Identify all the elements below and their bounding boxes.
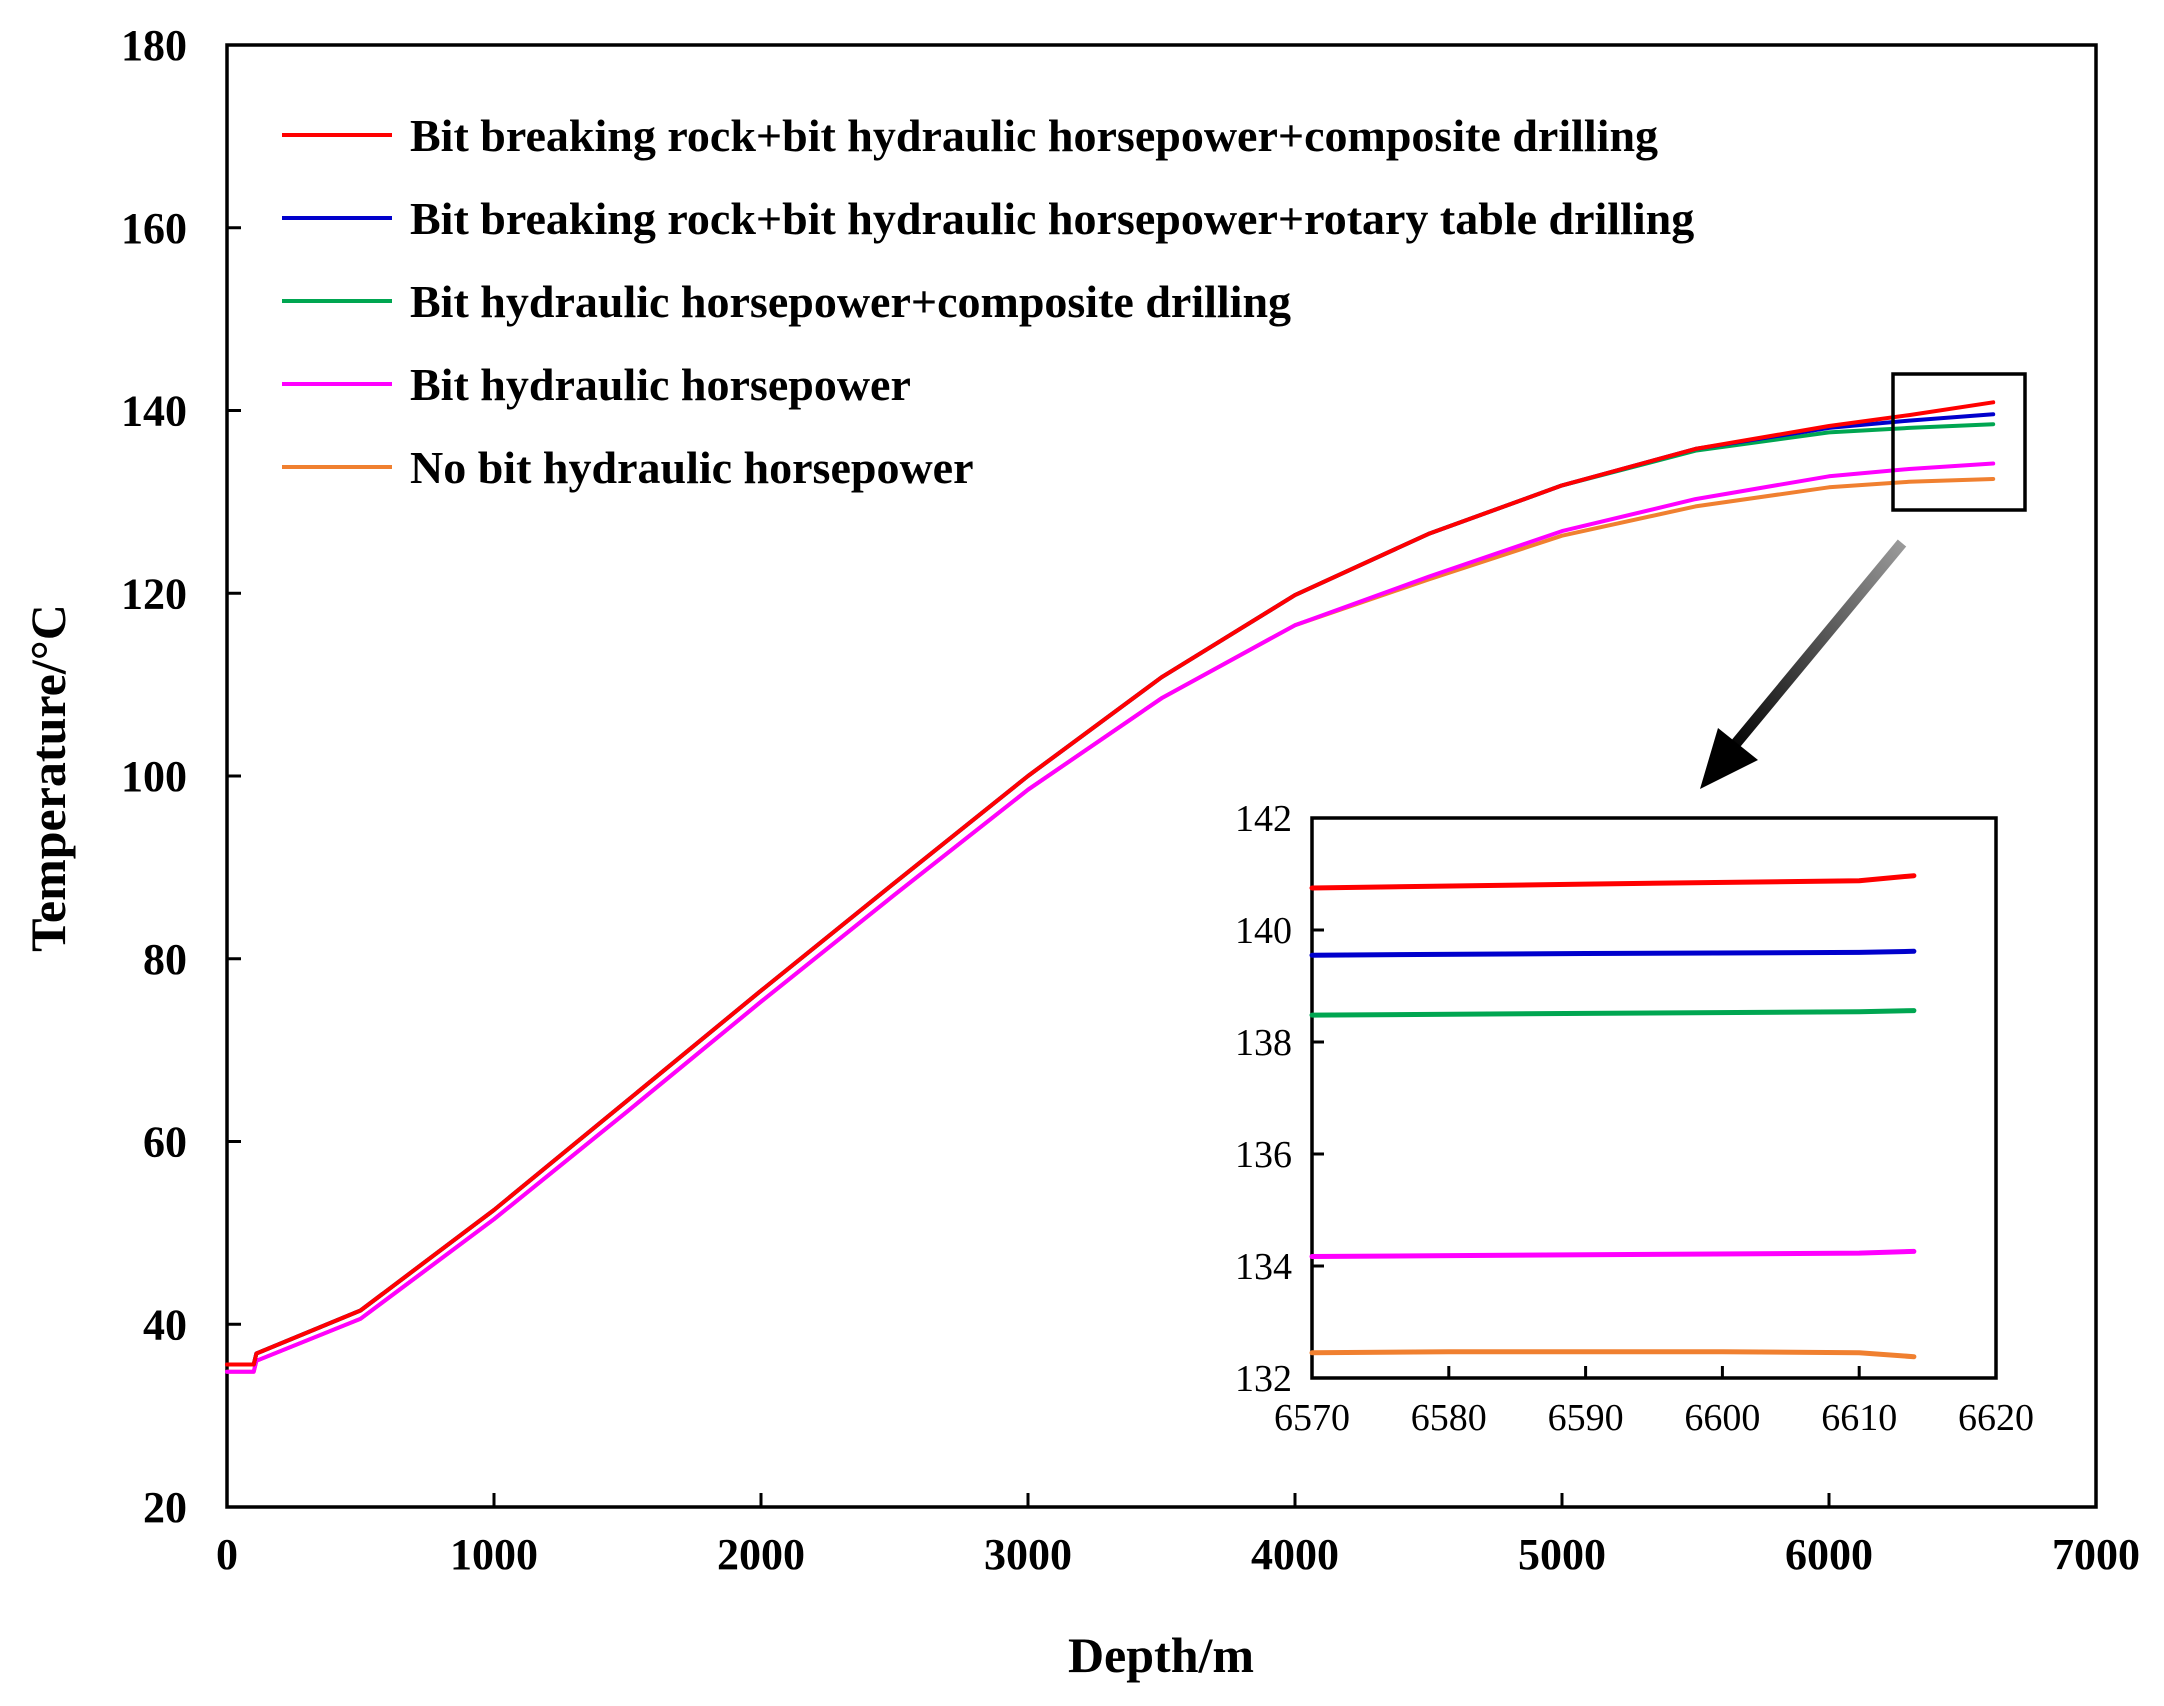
x-axis-title: Depth/m [1068,1627,1254,1683]
main-x-tick-label: 0 [216,1530,238,1579]
inset-x-axis: 6570 6580 6590 6600 6610 6620 [1274,1366,2034,1439]
series-line-bit-breaking-rock-bit-hydraulic-horsepower-composite-drilling [225,400,1996,1367]
inset-y-tick-label: 132 [1235,1358,1292,1400]
legend: Bit breaking rock+bit hydraulic horsepow… [282,110,1694,493]
main-y-tick-label: 120 [121,569,187,618]
main-x-tick-label: 5000 [1518,1530,1606,1579]
inset-line-no-bit-hydraulic-horsepower [1309,1349,1917,1360]
inset-y-tick-label: 140 [1235,910,1292,952]
inset-line-bit-hydraulic-horsepower [1309,1248,1917,1259]
main-y-tick-label: 180 [121,21,187,70]
inset-series-group [1309,873,1917,1360]
main-x-tick-label: 7000 [2052,1530,2140,1579]
main-y-tick-label: 60 [143,1118,187,1167]
zoom-arrow-shaft [1723,539,1907,757]
main-y-tick-label: 80 [143,935,187,984]
inset-y-tick-label: 136 [1235,1134,1292,1176]
inset-line-bit-hydraulic-horsepower-composite-drilling [1309,1008,1917,1018]
inset-y-tick-label: 134 [1235,1246,1292,1288]
main-x-axis: 0 1000 2000 3000 4000 5000 6000 7000 [216,1493,2140,1579]
main-x-tick-label: 3000 [984,1530,1072,1579]
main-x-tick-label: 1000 [450,1530,538,1579]
main-y-axis: 20 40 60 80 100 120 140 160 180 [121,21,241,1532]
inset-x-tick-label: 6610 [1821,1397,1897,1439]
inset-x-tick-label: 6620 [1958,1397,2034,1439]
main-x-tick-label: 6000 [1785,1530,1873,1579]
zoom-arrow-head [1700,728,1758,789]
legend-label: Bit breaking rock+bit hydraulic horsepow… [410,110,1658,161]
main-series-group [225,400,1996,1374]
inset-y-tick-label: 138 [1235,1022,1292,1064]
main-y-tick-label: 100 [121,752,187,801]
inset-x-tick-label: 6570 [1274,1397,1350,1439]
inset-line-bit-breaking-rock-bit-hydraulic-horsepower-rotary-table-drilling [1309,948,1917,958]
legend-label: Bit hydraulic horsepower [410,359,911,410]
y-axis-title: Temperature/°C [20,604,76,952]
inset-x-tick-label: 6590 [1548,1397,1624,1439]
main-x-tick-label: 2000 [717,1530,805,1579]
zoom-region-box [1891,372,2027,512]
series-line-bit-hydraulic-horsepower [225,461,1996,1374]
inset-x-tick-label: 6580 [1411,1397,1487,1439]
legend-label: No bit hydraulic horsepower [410,442,974,493]
main-y-tick-label: 40 [143,1300,187,1349]
legend-label: Bit hydraulic horsepower+composite drill… [410,276,1291,327]
legend-label: Bit breaking rock+bit hydraulic horsepow… [410,193,1694,244]
inset-plot-frame [1310,816,1998,1380]
main-y-tick-label: 20 [143,1483,187,1532]
main-x-tick-label: 4000 [1251,1530,1339,1579]
inset-y-axis: 132 134 136 138 140 142 [1235,798,1324,1400]
inset-line-bit-breaking-rock-bit-hydraulic-horsepower-composite-drilling [1309,873,1917,891]
inset-y-tick-label: 142 [1235,798,1292,840]
main-y-tick-label: 140 [121,387,187,436]
inset-x-tick-label: 6600 [1684,1397,1760,1439]
main-y-tick-label: 160 [121,204,187,253]
